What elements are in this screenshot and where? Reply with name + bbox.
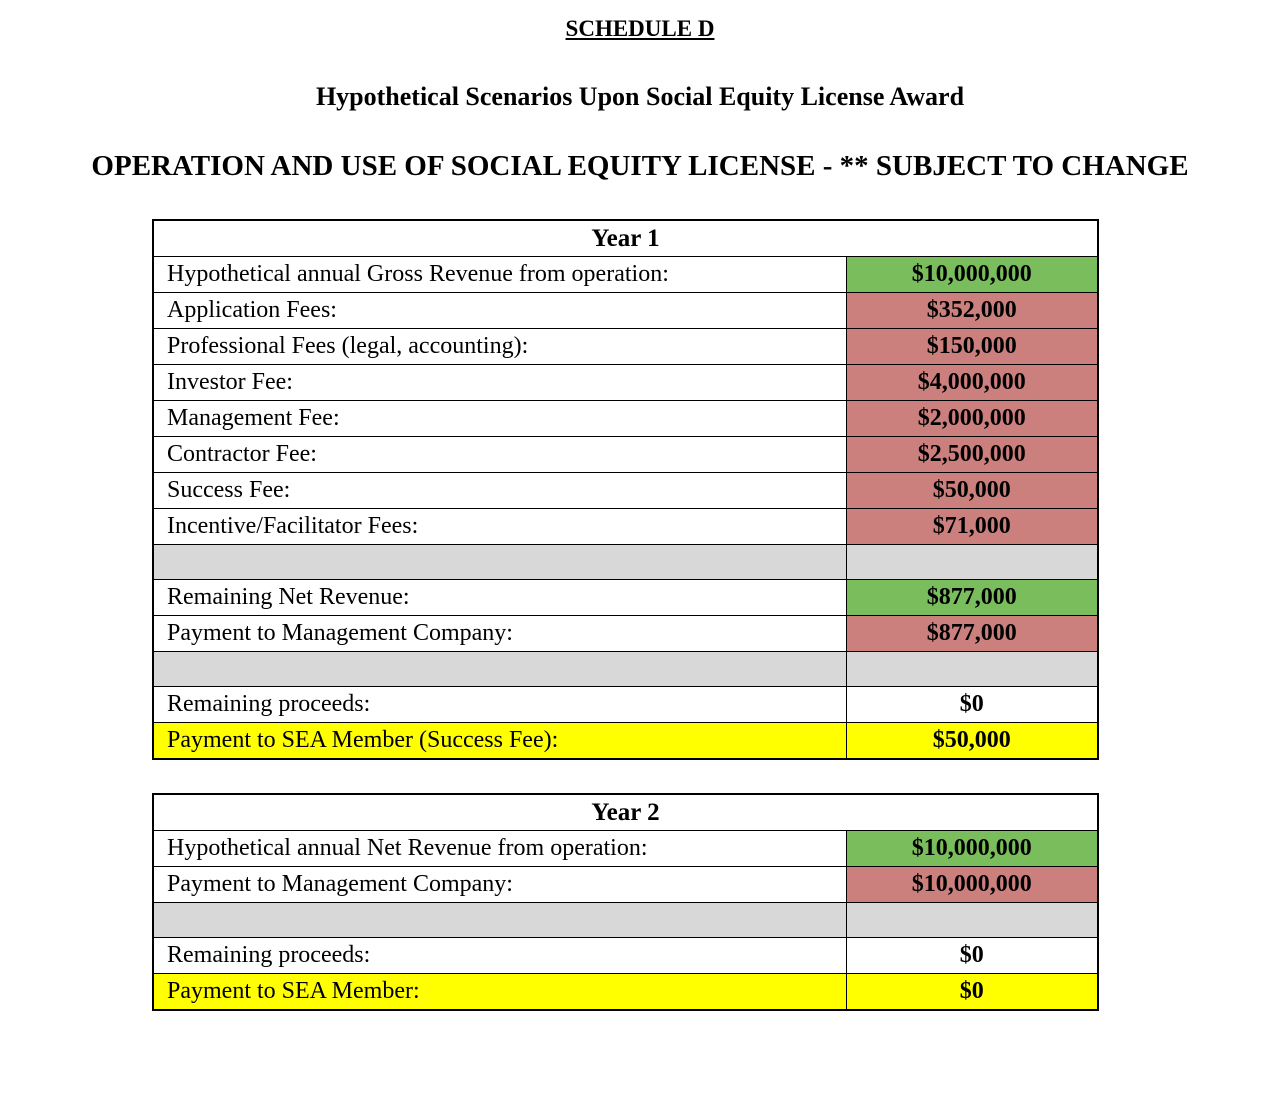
spacer-row bbox=[152, 544, 1099, 580]
year2-table-container: Year 2 Hypothetical annual Net Revenue fr… bbox=[152, 793, 1099, 1011]
schedule-title-text: SCHEDULE D bbox=[565, 16, 715, 41]
row-label: Payment to SEA Member: bbox=[152, 973, 847, 1011]
row-label: Payment to Management Company: bbox=[152, 866, 847, 903]
table-row: Remaining proceeds: $0 bbox=[152, 686, 1099, 723]
table-row: Payment to SEA Member: $0 bbox=[152, 973, 1099, 1011]
row-value: $150,000 bbox=[845, 328, 1099, 365]
row-label: Application Fees: bbox=[152, 292, 847, 329]
row-value: $10,000,000 bbox=[845, 830, 1099, 867]
empty-cell bbox=[152, 544, 847, 580]
row-label: Remaining Net Revenue: bbox=[152, 579, 847, 616]
table-row: Incentive/Facilitator Fees: $71,000 bbox=[152, 508, 1099, 545]
table-row: Success Fee: $50,000 bbox=[152, 472, 1099, 509]
table-row: Investor Fee: $4,000,000 bbox=[152, 364, 1099, 401]
table-row: Payment to SEA Member (Success Fee): $50,… bbox=[152, 722, 1099, 760]
row-value: $0 bbox=[845, 686, 1099, 723]
row-value: $71,000 bbox=[845, 508, 1099, 545]
row-value: $877,000 bbox=[845, 615, 1099, 652]
document-subtitle: Hypothetical Scenarios Upon Social Equit… bbox=[315, 82, 965, 111]
empty-cell bbox=[845, 902, 1099, 938]
year1-table-container: Year 1 Hypothetical annual Gross Revenue … bbox=[152, 219, 1099, 760]
row-value: $2,500,000 bbox=[845, 436, 1099, 473]
row-label: Success Fee: bbox=[152, 472, 847, 509]
spacer-row bbox=[152, 651, 1099, 687]
schedule-table: Year 1 Hypothetical annual Gross Revenue … bbox=[152, 219, 1099, 760]
row-label: Payment to SEA Member (Success Fee): bbox=[152, 722, 847, 760]
empty-cell bbox=[152, 651, 847, 687]
main-heading: OPERATION AND USE OF SOCIAL EQUITY LICEN… bbox=[91, 150, 1189, 182]
table-row: Professional Fees (legal, accounting): $1… bbox=[152, 328, 1099, 365]
row-label: Remaining proceeds: bbox=[152, 937, 847, 974]
table-row: Remaining Net Revenue: $877,000 bbox=[152, 579, 1099, 616]
row-value: $877,000 bbox=[845, 579, 1099, 616]
row-label: Remaining proceeds: bbox=[152, 686, 847, 723]
row-value: $50,000 bbox=[845, 722, 1099, 760]
row-label: Investor Fee: bbox=[152, 364, 847, 401]
schedule-title: SCHEDULE D bbox=[0, 16, 1280, 42]
row-value: $10,000,000 bbox=[845, 866, 1099, 903]
table-year-header: Year 1 bbox=[152, 219, 1099, 257]
row-label: Professional Fees (legal, accounting): bbox=[152, 328, 847, 365]
row-value: $10,000,000 bbox=[845, 256, 1099, 293]
row-value: $352,000 bbox=[845, 292, 1099, 329]
table-row: Hypothetical annual Net Revenue from ope… bbox=[152, 830, 1099, 867]
spacer-row bbox=[152, 902, 1099, 938]
table-header-row: Year 2 bbox=[152, 793, 1099, 831]
table-header-row: Year 1 bbox=[152, 219, 1099, 257]
row-value: $4,000,000 bbox=[845, 364, 1099, 401]
document-page: SCHEDULE D Hypothetical Scenarios Upon S… bbox=[0, 16, 1280, 1011]
row-value: $2,000,000 bbox=[845, 400, 1099, 437]
row-label: Payment to Management Company: bbox=[152, 615, 847, 652]
table-row: Contractor Fee: $2,500,000 bbox=[152, 436, 1099, 473]
row-label: Hypothetical annual Gross Revenue from o… bbox=[152, 256, 847, 293]
table-row: Management Fee: $2,000,000 bbox=[152, 400, 1099, 437]
table-row: Payment to Management Company: $877,000 bbox=[152, 615, 1099, 652]
schedule-table: Year 2 Hypothetical annual Net Revenue fr… bbox=[152, 793, 1099, 1011]
row-label: Hypothetical annual Net Revenue from ope… bbox=[152, 830, 847, 867]
empty-cell bbox=[845, 651, 1099, 687]
table-row: Application Fees: $352,000 bbox=[152, 292, 1099, 329]
row-label: Incentive/Facilitator Fees: bbox=[152, 508, 847, 545]
empty-cell bbox=[152, 902, 847, 938]
table-row: Payment to Management Company: $10,000,00… bbox=[152, 866, 1099, 903]
table-row: Remaining proceeds: $0 bbox=[152, 937, 1099, 974]
table-row: Hypothetical annual Gross Revenue from o… bbox=[152, 256, 1099, 293]
empty-cell bbox=[845, 544, 1099, 580]
row-value: $0 bbox=[845, 937, 1099, 974]
row-label: Management Fee: bbox=[152, 400, 847, 437]
row-value: $50,000 bbox=[845, 472, 1099, 509]
table-year-header: Year 2 bbox=[152, 793, 1099, 831]
row-value: $0 bbox=[845, 973, 1099, 1011]
row-label: Contractor Fee: bbox=[152, 436, 847, 473]
